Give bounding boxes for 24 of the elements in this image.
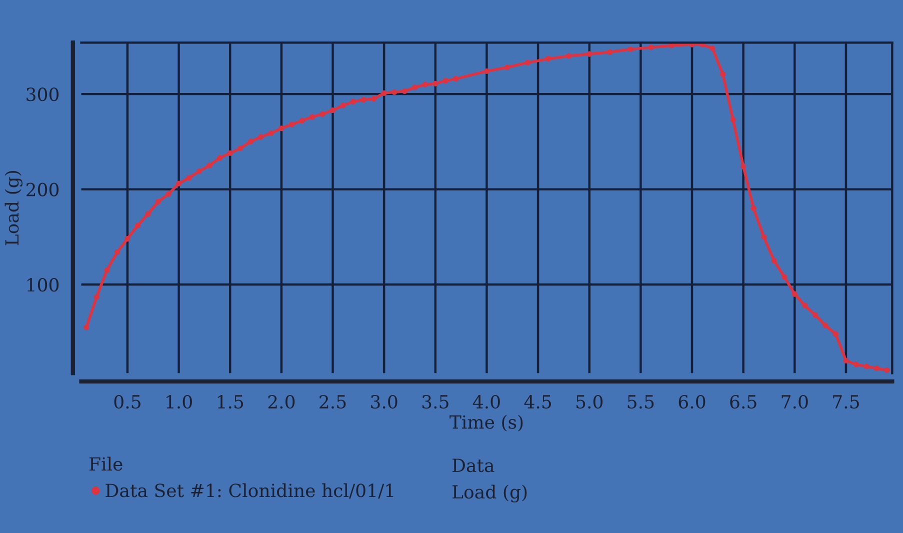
x-tick-label: 3.0 [371,394,398,409]
x-tick-label: 7.5 [833,395,859,409]
x-tick-label: 3.5 [422,394,448,409]
x-tick-label: 6.5 [730,394,756,409]
text: Data [452,458,494,472]
x-tick-label: 0.5 [114,394,140,409]
y-tick-label: 100 [27,278,59,292]
x-tick-label: 5.5 [628,395,654,409]
y-tick-label: 200 [26,182,59,196]
x-tick-label: 7.0 [782,394,808,409]
y-axis-title: Load (g) [4,171,22,246]
x-tick-label: 4.0 [472,394,500,409]
text: Load (g) [452,484,527,502]
x-tick-label: 4.5 [524,394,552,409]
x-tick-label: 1.0 [166,394,192,409]
x-tick-label: 5.0 [576,394,603,409]
y-tick-label: 300 [26,88,59,102]
x-tick-label: 6.0 [678,394,706,409]
legend-label: Data Set #1: Clonidine hcl/01/1 [106,483,394,499]
x-axis-title: Time (s) [450,414,523,432]
x-tick-label: 2.0 [268,394,295,409]
x-tick-label: 2.5 [320,394,346,409]
x-tick-label: 1.5 [218,394,244,409]
legend-title: File [89,456,122,471]
